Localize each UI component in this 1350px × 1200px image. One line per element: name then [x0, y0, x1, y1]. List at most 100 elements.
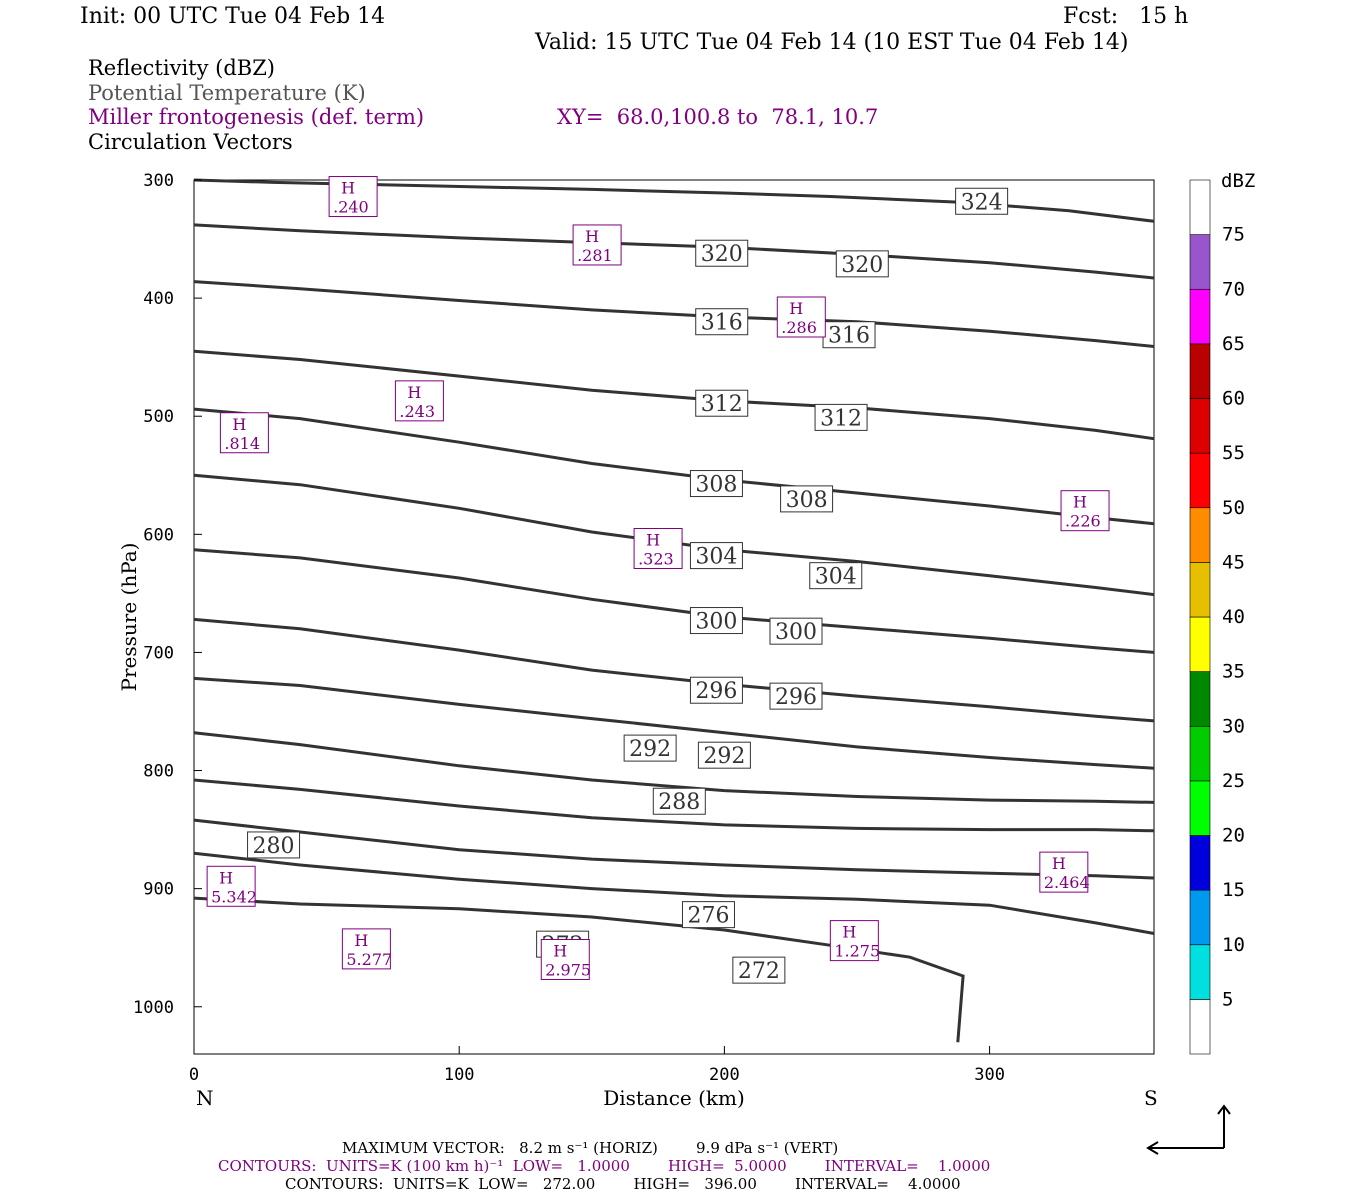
colorbar-segment — [1189, 343, 1211, 399]
frontogenesis-max-box — [328, 176, 378, 218]
x-axis-label: Distance (km) — [603, 1086, 745, 1110]
x-tick-label: 100 — [444, 1065, 475, 1085]
theta-label: 296 — [695, 679, 737, 704]
legend-frontogenesis: Miller frontogenesis (def. term) — [88, 105, 425, 129]
colorbar-segment — [1189, 507, 1211, 563]
cross-section-endpoints: XY= 68.0,100.8 to 78.1, 10.7 — [557, 105, 879, 129]
theta-label-box — [623, 734, 677, 762]
theta-contour-296 — [193, 617, 1155, 723]
north-end-label: N — [196, 1086, 214, 1110]
colorbar-level-label: 55 — [1222, 442, 1245, 464]
frontogenesis-max-value: .281 — [577, 246, 613, 265]
theta-label-box — [769, 682, 823, 710]
theta-label-box — [809, 562, 863, 590]
valid-time-label: Valid: 15 UTC Tue 04 Feb 14 (10 EST Tue … — [535, 30, 1129, 55]
theta-label: 276 — [687, 904, 729, 929]
colorbar-segment — [1189, 835, 1211, 891]
colorbar-segment — [1189, 288, 1211, 345]
init-time-label: Init: 00 UTC Tue 04 Feb 14 — [80, 4, 386, 29]
y-axis-label: Pressure (hPa) — [117, 543, 141, 692]
colorbar-level-label: 5 — [1222, 988, 1233, 1010]
frontogenesis-max-symbol: H — [219, 868, 233, 887]
colorbar-segment — [1189, 398, 1211, 454]
theta-label: 292 — [629, 737, 671, 762]
frontogenesis-max-box — [341, 928, 391, 970]
colorbar-segment — [1189, 452, 1211, 509]
colorbar-level-label: 30 — [1222, 715, 1245, 737]
x-tick-label: 0 — [189, 1065, 199, 1085]
colorbar-level-label: 15 — [1222, 879, 1245, 901]
colorbar-title: dBZ — [1221, 170, 1255, 192]
frontogenesis-max-value: .323 — [638, 549, 674, 568]
theta-label-box — [814, 403, 868, 431]
theta-label-box — [247, 831, 301, 859]
colorbar-level-label: 40 — [1222, 606, 1245, 628]
colorbar-segment — [1189, 234, 1211, 290]
colorbar-segment — [1189, 562, 1211, 618]
theta-label: 320 — [841, 253, 883, 278]
theta-contour-292 — [193, 676, 1155, 770]
theta-label: 288 — [658, 790, 700, 815]
frontogenesis-max-symbol: H — [842, 923, 856, 942]
colorbar-level-label: 45 — [1222, 551, 1245, 573]
theta-label: 292 — [703, 744, 745, 769]
theta-label-box — [769, 617, 823, 645]
frontogenesis-max-box — [633, 527, 683, 569]
colorbar-segment — [1189, 725, 1211, 782]
theta-label-box — [835, 250, 889, 278]
max-vector-note: MAXIMUM VECTOR: 8.2 m s⁻¹ (HORIZ) 9.9 dP… — [342, 1139, 839, 1157]
theta-label: 296 — [775, 685, 817, 710]
colorbar-level-label: 35 — [1222, 661, 1245, 683]
theta-contour-308 — [193, 407, 1155, 526]
theta-label: 280 — [253, 834, 295, 859]
theta-label-box — [652, 787, 706, 815]
theta-contour-288 — [193, 731, 1155, 804]
legend-potential-temperature: Potential Temperature (K) — [88, 81, 366, 105]
frontogenesis-max-value: .814 — [224, 434, 260, 453]
frontogenesis-max-box — [829, 920, 879, 962]
colorbar-segment — [1189, 671, 1211, 727]
theta-contour-320 — [193, 223, 1155, 280]
theta-label-box — [689, 470, 743, 498]
theta-label: 320 — [701, 242, 743, 267]
theta-label-box — [681, 901, 735, 929]
colorbar-level-label: 20 — [1222, 825, 1245, 847]
frontogenesis-max-symbol: H — [553, 942, 567, 961]
frontogenesis-max-value: .226 — [1065, 512, 1101, 531]
frontogenesis-max-value: .286 — [781, 318, 817, 337]
legend-circulation-vectors: Circulation Vectors — [88, 130, 293, 154]
south-end-label: S — [1144, 1086, 1158, 1110]
theta-contour-272 — [193, 896, 965, 1043]
frontogenesis-max-box — [394, 380, 444, 422]
colorbar-segment — [1189, 944, 1211, 1000]
frontogenesis-max-box — [572, 224, 622, 266]
frontogenesis-max-symbol: H — [407, 383, 421, 402]
colorbar-segment — [1189, 999, 1211, 1055]
theta-label: 312 — [820, 406, 862, 431]
frontogenesis-max-symbol: H — [646, 530, 660, 549]
y-tick-label: 700 — [143, 643, 174, 663]
theta-label-box — [689, 542, 743, 570]
y-tick-label: 500 — [143, 407, 174, 427]
colorbar-segment — [1189, 616, 1211, 672]
theta-label: 308 — [786, 488, 828, 513]
theta-contour-284 — [193, 778, 1155, 833]
theta-label-box — [732, 956, 786, 984]
theta-label: 308 — [695, 473, 737, 498]
theta-label: 324 — [961, 190, 1003, 215]
frontogenesis-max-symbol: H — [1052, 854, 1066, 873]
theta-label-box — [695, 308, 749, 336]
theta-contour-316 — [193, 280, 1155, 348]
colorbar-level-label: 25 — [1222, 770, 1245, 792]
colorbar-level-label: 70 — [1222, 278, 1245, 300]
colorbar-level-label: 65 — [1222, 333, 1245, 355]
colorbar-level-label: 10 — [1222, 934, 1245, 956]
theta-label: 304 — [815, 565, 857, 590]
x-tick-label: 200 — [709, 1065, 740, 1085]
colorbar-segment — [1189, 889, 1211, 946]
plot-frame — [193, 179, 1155, 1055]
theta-label: 304 — [695, 545, 737, 570]
x-tick-label: 300 — [974, 1065, 1005, 1085]
y-tick-label: 400 — [143, 289, 174, 309]
